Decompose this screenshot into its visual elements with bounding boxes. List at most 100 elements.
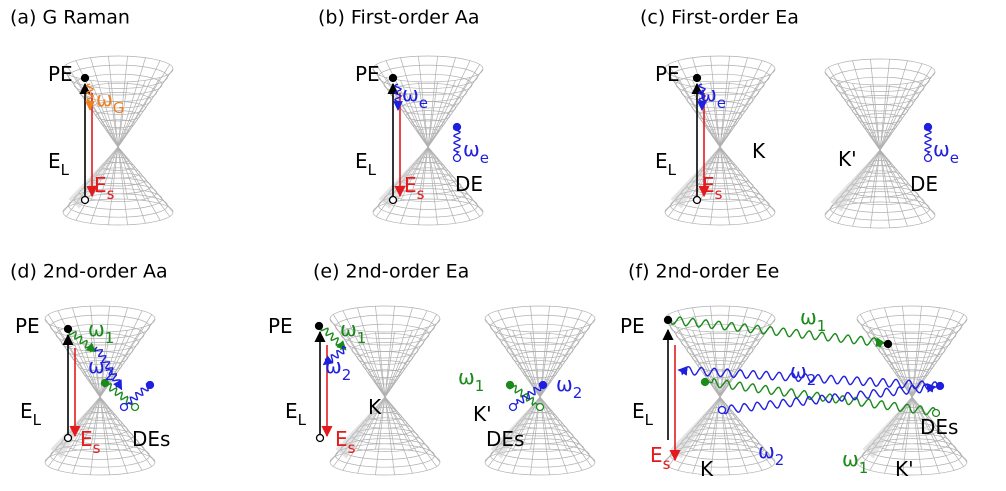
label-text: ω — [556, 372, 573, 396]
state-dot — [510, 404, 517, 411]
label-text: E — [94, 173, 107, 197]
label: ω2 — [790, 359, 816, 389]
label-text: ω — [325, 354, 342, 378]
label: K' — [838, 147, 857, 171]
label-subscript: G — [113, 99, 125, 117]
label-subscript: e — [419, 94, 428, 112]
label-text: ω — [463, 137, 480, 161]
label-subscript: 2 — [105, 366, 115, 384]
label-text: DE — [455, 172, 483, 196]
label: EL — [655, 149, 677, 179]
label-text: DEs — [132, 427, 170, 451]
label-text: E — [355, 149, 368, 173]
label: ω2 — [325, 354, 351, 384]
cone-mesh-ring — [825, 59, 935, 85]
label-text: PE — [355, 62, 380, 86]
label-subscript: 1 — [105, 329, 115, 347]
state-dot — [132, 404, 139, 411]
label-text: ω — [800, 305, 817, 329]
label-subscript: 2 — [775, 451, 785, 469]
label: PE — [15, 314, 40, 338]
label-subscript: 2 — [807, 371, 817, 389]
label: DE — [455, 172, 483, 196]
cone-mesh-ring — [63, 56, 173, 82]
label: K' — [895, 457, 914, 481]
label-text: K — [700, 457, 714, 481]
label-text: PE — [15, 314, 40, 338]
label: PE — [355, 62, 380, 86]
label-text: ω — [88, 317, 105, 341]
state-dot — [702, 379, 709, 386]
label-text: PE — [655, 62, 680, 86]
state-dot — [65, 326, 72, 333]
state-dot — [925, 124, 932, 131]
label-text: DEs — [920, 415, 958, 439]
label: DEs — [920, 415, 958, 439]
label: EL — [48, 149, 70, 179]
label-text: ω — [842, 447, 859, 471]
panel-title: (a) G Raman — [10, 7, 130, 29]
state-dot — [121, 404, 128, 411]
state-dot — [537, 404, 544, 411]
label-text: E — [655, 149, 668, 173]
state-dot — [65, 435, 72, 442]
label: PE — [48, 62, 73, 86]
label-subscript: 2 — [342, 366, 352, 384]
panel-title: (b) First-order Aa — [318, 7, 479, 29]
label-text: K' — [473, 402, 492, 426]
label-text: PE — [48, 62, 73, 86]
label-subscript: L — [61, 161, 70, 179]
label-text: ω — [933, 137, 950, 161]
cone-mesh-ring — [485, 306, 595, 332]
label-subscript: L — [368, 161, 377, 179]
panel-title: (e) 2nd-order Ea — [313, 261, 469, 283]
label: ω1 — [458, 365, 484, 395]
label-text: ω — [700, 82, 717, 106]
label-text: ω — [758, 439, 775, 463]
label-text: DE — [910, 172, 938, 196]
label: PE — [620, 314, 645, 338]
label: ω1 — [842, 447, 868, 477]
state-dot — [507, 382, 514, 389]
state-dot — [82, 75, 89, 82]
label-subscript: s — [348, 439, 356, 457]
label-subscript: 2 — [573, 384, 583, 402]
label: DE — [910, 172, 938, 196]
label-subscript: e — [950, 149, 959, 167]
state-dot — [719, 407, 726, 414]
state-dot — [147, 382, 154, 389]
label-subscript: s — [715, 185, 723, 203]
state-dot — [454, 124, 461, 131]
figure: (a) G RamanPEωGELEs(b) First-order AaPEω… — [0, 0, 1006, 491]
state-dot — [454, 155, 461, 162]
label-text: PE — [268, 314, 293, 338]
label: PE — [655, 62, 680, 86]
label-text: E — [20, 399, 33, 423]
label-subscript: 1 — [475, 377, 485, 395]
label-subscript: L — [298, 411, 307, 429]
label-subscript: s — [93, 439, 101, 457]
cone-mesh-ring — [857, 306, 967, 332]
wave — [925, 127, 931, 157]
label: K' — [473, 402, 492, 426]
label: K — [700, 457, 714, 481]
wave — [709, 379, 936, 415]
state-dot — [390, 197, 397, 204]
label-text: E — [650, 443, 663, 467]
label: EL — [20, 399, 42, 429]
label-text: K — [752, 139, 766, 163]
panel-title: (c) First-order Ea — [640, 7, 799, 29]
dirac-cone — [825, 59, 935, 228]
label-text: E — [285, 399, 298, 423]
label-text: E — [632, 399, 645, 423]
label-text: ω — [458, 365, 475, 389]
label: ωe — [933, 137, 959, 167]
label: ωe — [463, 137, 489, 167]
wave — [454, 127, 460, 157]
label: ω1 — [800, 305, 826, 335]
label-subscript: e — [717, 94, 726, 112]
label-text: ω — [340, 317, 357, 341]
state-dot — [540, 382, 547, 389]
state-dot — [316, 323, 323, 330]
label: DEs — [486, 427, 524, 451]
